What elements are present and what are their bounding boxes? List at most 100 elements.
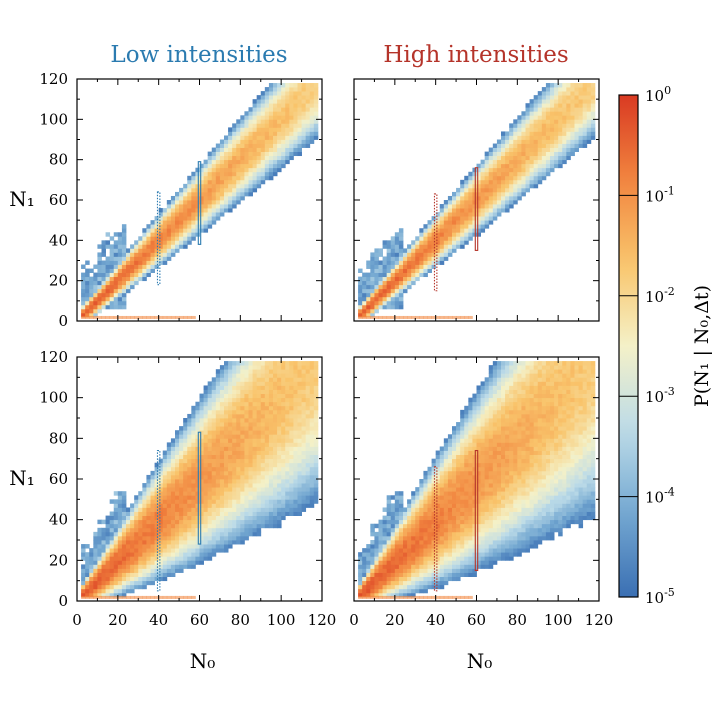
heatmap-cell: [427, 580, 432, 586]
heatmap-cell: [248, 389, 253, 394]
heatmap-cell: [407, 556, 412, 561]
heatmap-cell: [81, 308, 86, 314]
heatmap-cell: [215, 159, 221, 165]
heatmap-cell: [509, 159, 514, 165]
heatmap-cell: [236, 147, 241, 152]
heatmap-cell: [138, 576, 143, 582]
heatmap-cell: [126, 556, 131, 561]
heatmap-cell: [252, 450, 258, 455]
heatmap-cell: [293, 107, 298, 112]
heatmap-cell: [175, 434, 180, 439]
heatmap-cell: [447, 515, 453, 521]
heatmap-cell: [219, 204, 225, 209]
heatmap-cell: [130, 503, 135, 508]
heatmap-cell: [431, 487, 437, 492]
heatmap-cell: [537, 155, 543, 161]
heatmap-cell: [179, 454, 184, 460]
heatmap-cell: [224, 401, 229, 407]
heatmap-cell: [93, 588, 98, 594]
heatmap-cell: [285, 127, 290, 132]
heatmap-cell: [199, 479, 204, 484]
heatmap-cell: [472, 171, 477, 177]
heatmap-cell: [464, 511, 469, 516]
heatmap-cell: [415, 556, 420, 561]
heatmap-cell: [509, 163, 514, 169]
heatmap-cell: [590, 115, 596, 120]
heatmap-cell: [492, 208, 498, 213]
heatmap-cell: [191, 187, 196, 193]
heatmap-cell: [240, 438, 245, 443]
heatmap-cell: [403, 576, 408, 582]
heatmap-cell: [386, 535, 392, 541]
heatmap-cell: [281, 107, 286, 112]
heatmap-cell: [366, 304, 371, 310]
heatmap-cell: [154, 507, 160, 512]
heatmap-cell: [407, 244, 412, 249]
heatmap-cell: [228, 409, 233, 415]
heatmap-cell: [419, 580, 424, 586]
heatmap-cell: [224, 409, 229, 415]
heatmap-cell: [297, 454, 302, 460]
heatmap-cell: [89, 308, 94, 314]
heatmap-cell: [419, 240, 424, 245]
heatmap-cell: [248, 446, 253, 451]
heatmap-cell: [215, 450, 221, 455]
heatmap-cell: [427, 479, 432, 484]
heatmap-cell: [264, 171, 270, 177]
heatmap-cell: [236, 519, 241, 525]
heatmap-cell: [297, 111, 302, 116]
heatmap-cell: [285, 491, 290, 496]
heatmap-cell: [362, 580, 367, 586]
heatmap-cell: [121, 503, 127, 508]
heatmap-cell: [179, 216, 184, 221]
heatmap-cell: [415, 503, 420, 508]
heatmap-cell: [403, 315, 408, 319]
heatmap-cell: [154, 511, 160, 516]
heatmap-cell: [268, 143, 274, 148]
heatmap-cell: [146, 548, 151, 553]
heatmap-cell: [550, 159, 555, 165]
heatmap-cell: [130, 256, 135, 261]
heatmap-cell: [407, 315, 412, 319]
heatmap-cell: [505, 175, 510, 181]
heatmap-cell: [297, 474, 302, 480]
heatmap-cell: [93, 304, 98, 310]
heatmap-cell: [236, 159, 241, 165]
heatmap-cell: [435, 466, 441, 472]
heatmap-cell: [537, 99, 543, 104]
heatmap-cell: [382, 592, 388, 598]
heatmap-cell: [228, 422, 233, 427]
heatmap-cell: [484, 175, 490, 181]
heatmap-cell: [142, 256, 147, 261]
heatmap-cell: [256, 442, 262, 447]
heatmap-cell: [85, 288, 90, 294]
heatmap-cell: [219, 409, 225, 415]
heatmap-cell: [224, 430, 229, 435]
heatmap-cell: [443, 535, 449, 541]
heatmap-cell: [232, 519, 237, 525]
heatmap-cell: [203, 204, 209, 209]
heatmap-cell: [228, 381, 233, 386]
heatmap-cell: [362, 280, 367, 286]
heatmap-cell: [179, 483, 184, 488]
heatmap-cell: [297, 381, 302, 386]
heatmap-cell: [240, 369, 245, 374]
heatmap-cell: [301, 454, 307, 460]
heatmap-cell: [297, 361, 302, 366]
heatmap-cell: [215, 216, 221, 221]
heatmap-cell: [179, 499, 184, 504]
heatmap-cell: [207, 175, 213, 181]
heatmap-cell: [117, 511, 123, 516]
heatmap-cell: [390, 248, 396, 253]
heatmap-cell: [166, 483, 172, 488]
heatmap-cell: [256, 483, 262, 488]
heatmap-cell: [517, 135, 522, 140]
heatmap-cell: [358, 296, 363, 302]
heatmap-cell: [309, 438, 315, 443]
heatmap-cell: [126, 540, 131, 545]
heatmap-cell: [460, 564, 465, 569]
heatmap-cell: [390, 276, 396, 282]
heatmap-cell: [452, 523, 457, 529]
heatmap-cell: [264, 454, 270, 460]
heatmap-cell: [452, 572, 457, 577]
